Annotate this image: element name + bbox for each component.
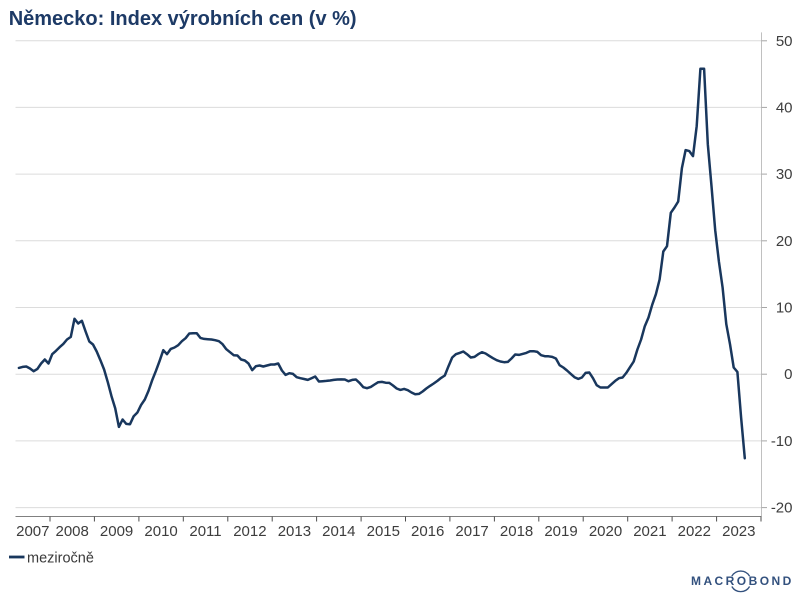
svg-text:-10: -10 <box>771 433 793 450</box>
svg-text:MACROBOND: MACROBOND <box>691 574 794 588</box>
svg-text:50: 50 <box>776 33 793 50</box>
svg-text:2018: 2018 <box>500 523 533 540</box>
svg-text:2011: 2011 <box>189 523 221 540</box>
svg-text:40: 40 <box>776 99 793 116</box>
svg-text:meziročně: meziročně <box>27 551 94 567</box>
svg-text:2022: 2022 <box>678 523 711 540</box>
svg-text:2014: 2014 <box>322 523 355 540</box>
svg-text:2017: 2017 <box>455 523 488 540</box>
svg-text:-20: -20 <box>771 500 793 517</box>
svg-text:2009: 2009 <box>100 523 133 540</box>
svg-text:2023: 2023 <box>722 523 755 540</box>
svg-text:0: 0 <box>784 366 792 383</box>
svg-text:2007: 2007 <box>16 523 49 540</box>
svg-text:Německo: Index výrobních cen (: Německo: Index výrobních cen (v %) <box>9 8 357 30</box>
svg-text:2020: 2020 <box>589 523 622 540</box>
svg-text:2008: 2008 <box>56 523 89 540</box>
svg-text:2019: 2019 <box>544 523 577 540</box>
svg-text:2013: 2013 <box>278 523 311 540</box>
svg-text:2016: 2016 <box>411 523 444 540</box>
svg-text:30: 30 <box>776 166 793 183</box>
svg-text:10: 10 <box>776 300 793 317</box>
svg-text:2015: 2015 <box>367 523 400 540</box>
svg-text:2021: 2021 <box>633 523 666 540</box>
svg-text:2012: 2012 <box>233 523 266 540</box>
svg-text:20: 20 <box>776 233 793 250</box>
svg-text:2010: 2010 <box>144 523 177 540</box>
